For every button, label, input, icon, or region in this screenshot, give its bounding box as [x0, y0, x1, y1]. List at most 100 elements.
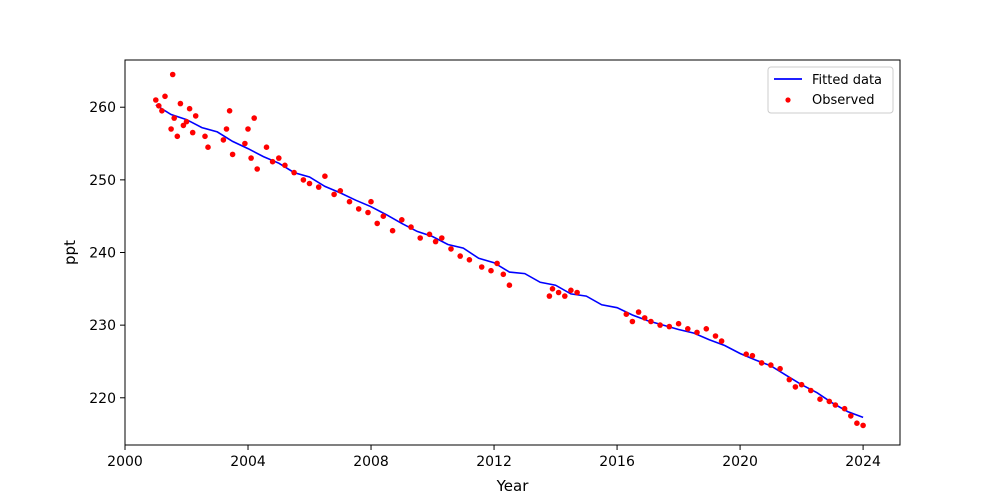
x-tick-label: 2000 — [107, 454, 143, 470]
observed-point — [457, 253, 464, 259]
observed-point — [494, 260, 500, 267]
observed-point — [229, 151, 236, 158]
observed-point — [346, 198, 353, 205]
observed-point — [574, 289, 580, 296]
observed-point — [426, 231, 433, 238]
observed-point — [488, 267, 494, 274]
observed-point — [666, 323, 673, 330]
observed-point — [159, 108, 165, 114]
observed-point — [248, 155, 254, 161]
observed-point — [331, 191, 337, 198]
y-tick-label: 260 — [89, 100, 116, 116]
x-tick-label: 2020 — [722, 454, 758, 470]
legend-observed-label: Observed — [812, 93, 875, 108]
observed-point — [174, 133, 181, 140]
observed-point — [808, 387, 814, 394]
observed-point — [205, 144, 211, 150]
observed-point — [712, 333, 719, 339]
observed-point — [777, 365, 783, 372]
observed-point — [448, 246, 454, 252]
observed-point — [826, 398, 833, 405]
observed-point — [860, 422, 866, 429]
observed-point — [623, 311, 630, 318]
observed-point — [694, 329, 700, 336]
observed-point — [202, 133, 208, 140]
observed-point — [368, 198, 374, 205]
observed-point — [291, 169, 297, 176]
observed-point — [337, 188, 344, 194]
observed-point — [506, 282, 513, 289]
observed-point — [629, 318, 636, 325]
observed-point — [306, 180, 313, 187]
observed-point — [223, 126, 230, 132]
plot-layer — [153, 71, 866, 429]
observed-point — [399, 217, 405, 223]
x-axis-label: Year — [496, 477, 530, 495]
observed-point — [841, 405, 848, 412]
observed-point — [168, 126, 174, 132]
observed-point — [648, 318, 654, 325]
x-tick-label: 2008 — [353, 454, 389, 470]
observed-point — [192, 113, 199, 119]
observed-point — [263, 144, 270, 150]
observed-point — [500, 271, 507, 278]
observed-point — [549, 286, 556, 292]
observed-point — [408, 224, 414, 230]
observed-point — [439, 235, 445, 241]
plot-frame — [124, 59, 901, 446]
observed-point — [254, 166, 260, 172]
observed-point — [365, 209, 371, 216]
observed-point — [768, 362, 774, 368]
legend-observed-swatch — [785, 97, 791, 103]
observed-point — [854, 420, 860, 427]
fitted-data-line — [155, 104, 864, 419]
observed-point — [786, 376, 793, 383]
observed-point — [355, 206, 362, 212]
y-axis-ticks: 220 230 240 250 260 — [89, 100, 125, 407]
observed-point — [743, 351, 749, 358]
observed-point — [226, 108, 233, 114]
observed-point — [162, 93, 168, 100]
observed-point — [685, 326, 691, 332]
x-tick-label: 2012 — [476, 454, 512, 470]
observed-point — [242, 140, 248, 147]
x-tick-label: 2016 — [599, 454, 635, 470]
observed-point — [180, 122, 187, 129]
observed-point — [635, 309, 642, 315]
observed-point — [153, 97, 159, 103]
observed-point — [848, 413, 854, 419]
y-tick-label: 220 — [89, 391, 116, 407]
observed-point — [169, 71, 176, 78]
legend-fitted-label: Fitted data — [812, 73, 882, 88]
observed-point — [282, 162, 288, 169]
observed-point — [245, 126, 251, 132]
y-tick-label: 250 — [89, 173, 116, 189]
x-axis-ticks: 2000 2004 2008 2012 2016 2020 2024 — [107, 445, 881, 470]
observed-point — [703, 326, 710, 332]
observed-point — [300, 177, 307, 183]
observed-point — [276, 155, 282, 161]
observed-point — [546, 293, 553, 299]
observed-point — [389, 227, 396, 234]
observed-point — [183, 118, 190, 125]
observed-point — [555, 289, 562, 296]
observed-point — [817, 396, 823, 403]
observed-point — [675, 320, 682, 327]
observed-point — [568, 287, 574, 294]
observed-point — [718, 338, 725, 344]
observed-point — [220, 137, 227, 143]
observed-point — [657, 322, 663, 328]
observed-point — [189, 129, 196, 136]
y-tick-label: 240 — [89, 246, 116, 262]
observed-point — [641, 315, 648, 321]
observed-point — [171, 115, 177, 121]
observed-point — [269, 158, 276, 165]
observed-point — [322, 173, 328, 179]
observed-point — [758, 360, 765, 366]
observed-point — [466, 257, 473, 263]
observed-point — [562, 293, 568, 299]
x-tick-label: 2024 — [845, 454, 881, 470]
observed-point — [177, 100, 184, 107]
